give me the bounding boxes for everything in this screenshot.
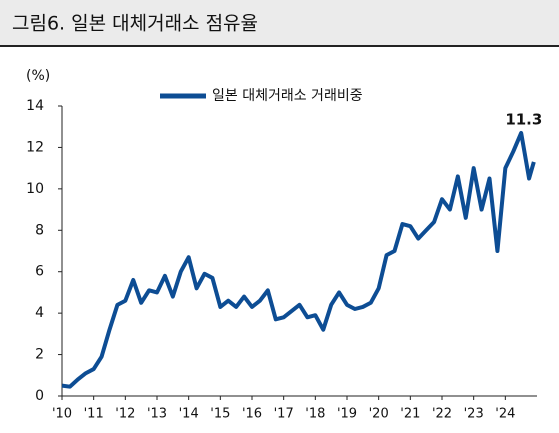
- chart-title: 그림6. 일본 대체거래소 점유율: [12, 13, 258, 35]
- x-tick-label: '15: [210, 407, 230, 422]
- x-tick-label: '20: [369, 407, 389, 422]
- annotation: 11.3: [505, 110, 542, 128]
- y-tick-label: 2: [35, 347, 44, 363]
- x-tick-label: '23: [464, 407, 484, 422]
- x-tick-label: '10: [52, 407, 72, 422]
- x-tick-label: '17: [274, 407, 294, 422]
- y-tick-label: 14: [26, 98, 44, 114]
- x-tick-label: '13: [147, 407, 167, 422]
- y-tick-label: 12: [26, 139, 44, 155]
- x-tick-label: '21: [400, 407, 420, 422]
- x-tick-label: '22: [432, 407, 452, 422]
- x-tick-label: '18: [305, 407, 325, 422]
- x-tick-label: '12: [115, 407, 135, 422]
- x-tick-label: '14: [179, 407, 199, 422]
- y-tick-label: 6: [35, 264, 44, 280]
- y-tick-label: 10: [26, 181, 44, 197]
- x-tick-label: '24: [495, 407, 515, 422]
- x-tick-label: '11: [84, 407, 104, 422]
- x-tick-label: '19: [337, 407, 357, 422]
- data-line: [61, 130, 536, 389]
- legend-label: 일본 대체거래소 거래비중: [212, 88, 363, 104]
- y-tick-label: 8: [35, 222, 44, 238]
- x-tick-label: '16: [242, 407, 262, 422]
- title-band: [0, 0, 559, 46]
- y-tick-label: 0: [35, 388, 44, 404]
- y-axis-label: (%): [26, 68, 50, 84]
- y-tick-label: 4: [35, 305, 44, 321]
